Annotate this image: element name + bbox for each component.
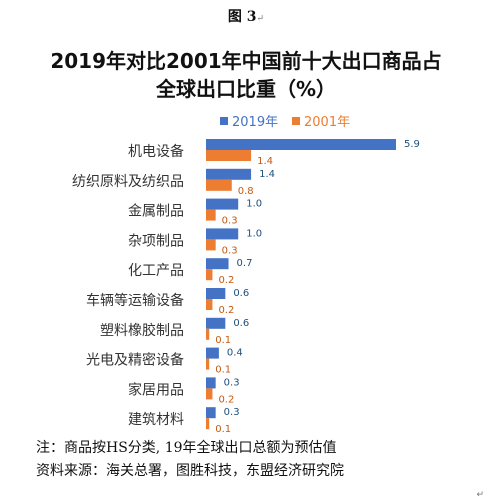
- category-label: 光电及精密设备: [86, 352, 184, 369]
- data-label-2001: 0.3: [222, 245, 238, 256]
- bar-2001: [206, 418, 210, 430]
- bar-2019: [206, 168, 252, 180]
- bar-2019: [206, 288, 226, 299]
- bar-2001: [206, 299, 213, 310]
- data-label-2019: 0.7: [237, 258, 253, 269]
- bar-2001: [206, 179, 232, 191]
- data-label-2001: 0.1: [215, 335, 231, 346]
- paragraph-mark: ↵: [256, 14, 265, 24]
- category-label: 纺织原料及纺织品: [72, 174, 184, 190]
- data-label-2019: 1.0: [246, 228, 262, 239]
- category-label: 金属制品: [128, 204, 184, 220]
- bar-2001: [206, 150, 252, 161]
- legend-swatch-1: [292, 117, 300, 125]
- data-label-2001: 0.8: [238, 186, 254, 197]
- data-label-2019: 5.9: [404, 139, 420, 150]
- legend-label-0: 2019年: [232, 115, 278, 130]
- bar-2019: [206, 377, 216, 389]
- chart-title-line-2: 全球出口比重（%）: [155, 77, 337, 101]
- data-label-2001: 1.4: [257, 156, 273, 167]
- data-label-2019: 0.6: [233, 318, 249, 329]
- bar-2001: [206, 269, 213, 281]
- category-label: 车辆等运输设备: [86, 292, 184, 309]
- bar-2019: [206, 228, 239, 240]
- category-label: 塑料橡胶制品: [100, 322, 184, 339]
- bar-2019: [206, 407, 216, 419]
- data-label-2019: 1.4: [259, 169, 275, 180]
- data-label-2019: 0.4: [227, 348, 243, 359]
- category-label: 机电设备: [128, 143, 184, 160]
- data-label-2001: 0.1: [215, 424, 231, 435]
- chart-source: 资料来源：海关总署，图胜科技，东盟经济研究院: [36, 463, 344, 479]
- bar-2001: [206, 209, 216, 221]
- bar-2019: [206, 317, 226, 329]
- legend-label-1: 2001年: [304, 115, 350, 130]
- data-label-2001: 0.2: [218, 394, 234, 405]
- bar-2001: [206, 388, 213, 400]
- data-label-2001: 0.1: [215, 365, 231, 376]
- data-label-2019: 1.0: [246, 199, 262, 210]
- legend-swatch-0: [220, 117, 228, 125]
- bar-2019: [206, 347, 219, 359]
- bar-2019: [206, 258, 229, 270]
- bar-2001: [206, 328, 210, 340]
- category-label: 家居用品: [128, 381, 184, 398]
- data-label-2001: 0.2: [218, 275, 234, 286]
- data-label-2001: 0.2: [218, 305, 234, 316]
- category-label: 建筑材料: [128, 412, 184, 428]
- data-label-2001: 0.3: [222, 216, 238, 227]
- data-label-2019: 0.6: [233, 288, 249, 299]
- figure-caption-text: 图 3: [227, 9, 257, 25]
- category-label: 化工产品: [128, 263, 184, 279]
- data-label-2019: 0.3: [224, 407, 240, 418]
- category-label: 杂项制品: [128, 233, 184, 249]
- chart-title-line-1: 2019年对比2001年中国前十大出口商品占: [50, 49, 442, 73]
- bar-2019: [206, 198, 239, 210]
- chart-note: 注：商品按HS分类, 19年全球出口总额为预估值: [36, 440, 337, 456]
- bar-2019: [206, 139, 396, 150]
- figure-caption: 图 3↵: [0, 6, 492, 26]
- bar-2001: [206, 239, 216, 251]
- bar-2001: [206, 358, 210, 370]
- corner-paragraph-mark: ↵: [476, 490, 484, 500]
- data-label-2019: 0.3: [224, 377, 240, 388]
